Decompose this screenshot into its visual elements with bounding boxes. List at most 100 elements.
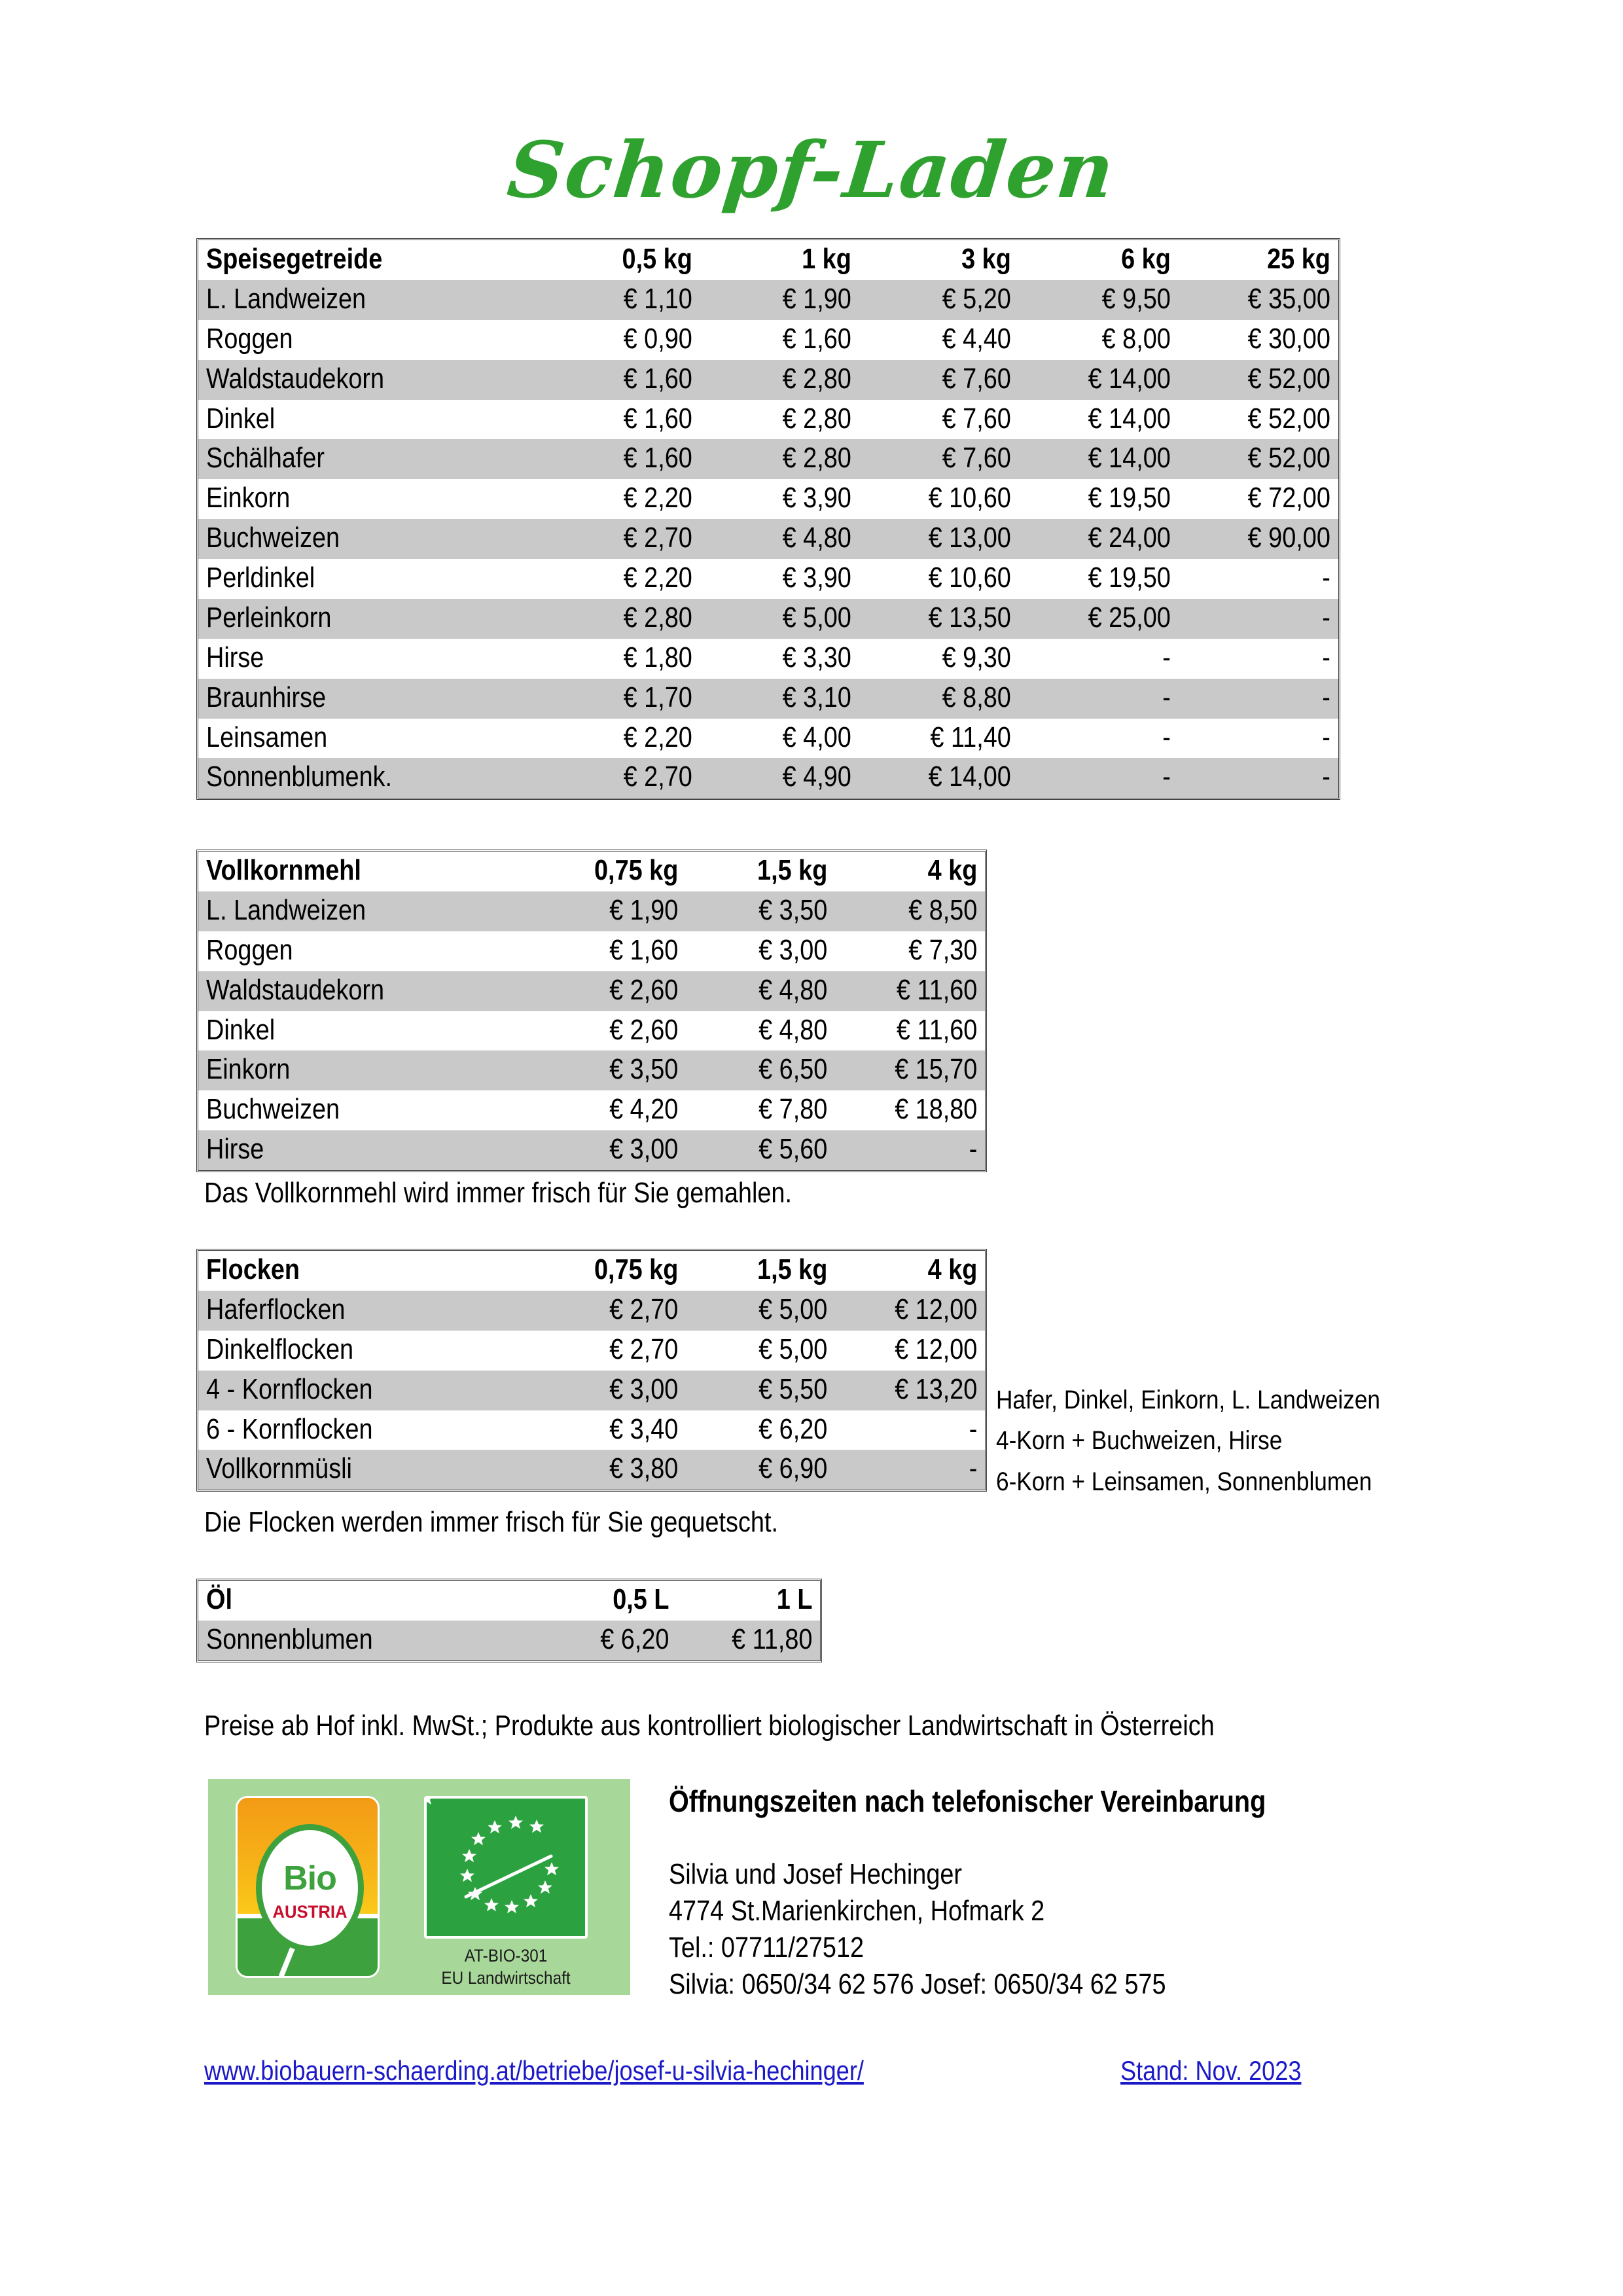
product-name: Perldinkel [206, 562, 315, 594]
price-cell: - [1322, 761, 1330, 793]
price-cell: € 2,70 [609, 1333, 679, 1365]
table-row: Waldstaudekorn € 2,60 € 4,80 € 11,60 [198, 971, 985, 1011]
price-cell: - [1162, 641, 1171, 673]
price-cell: € 4,20 [609, 1093, 679, 1126]
price-cell: € 24,00 [1088, 522, 1171, 554]
price-cell: € 1,90 [783, 282, 852, 315]
column-header: 0,75 kg [594, 1253, 679, 1285]
price-cell: € 6,50 [758, 1053, 828, 1086]
price-cell: € 3,90 [783, 482, 852, 514]
website-link[interactable]: www.biobauern-schaerding.at/betriebe/jos… [204, 2055, 864, 2086]
column-header: Speisegetreide [206, 243, 383, 275]
price-cell: € 5,00 [783, 601, 852, 634]
price-cell: - [1322, 681, 1330, 713]
price-cell: € 2,80 [783, 442, 852, 475]
price-cell: € 13,00 [928, 522, 1012, 554]
price-cell: € 2,70 [623, 761, 692, 793]
price-cell: € 1,60 [783, 322, 852, 355]
table-row: Haferflocken € 2,70 € 5,00 € 12,00 [198, 1290, 985, 1331]
price-cell: - [1162, 761, 1171, 793]
table-speisegetreide: Speisegetreide 0,5 kg 1 kg 3 kg 6 kg 25 … [196, 238, 1340, 800]
price-cell: € 2,60 [609, 973, 679, 1006]
product-name: Sonnenblumenk. [206, 761, 393, 793]
flocken-note: Die Flocken werden immer frisch für Sie … [204, 1506, 778, 1538]
product-name: 4 - Kornflocken [206, 1372, 373, 1405]
price-cell: € 5,00 [758, 1293, 828, 1325]
product-name: Hirse [206, 1133, 264, 1166]
table-row: Einkorn € 3,50 € 6,50 € 15,70 [198, 1050, 985, 1091]
price-cell: € 30,00 [1247, 322, 1330, 355]
opening-hours-heading: Öffnungszeiten nach telefonischer Verein… [669, 1784, 1266, 1818]
price-cell: € 11,60 [896, 973, 977, 1006]
product-name: Dinkel [206, 1013, 276, 1046]
price-cell: € 8,50 [908, 893, 977, 926]
stand-date-link[interactable]: Stand: Nov. 2023 [1120, 2055, 1302, 2086]
column-header: 1,5 kg [757, 854, 828, 886]
table-row: Roggen € 0,90 € 1,60 € 4,40 € 8,00 € 30,… [198, 319, 1338, 360]
price-cell: € 6,20 [600, 1623, 669, 1655]
column-header: Flocken [206, 1253, 300, 1285]
table-row: Hirse € 1,80 € 3,30 € 9,30 - - [198, 638, 1338, 679]
price-cell: € 2,70 [623, 522, 692, 554]
table-vollkornmehl: Vollkornmehl 0,75 kg 1,5 kg 4 kg L. Land… [196, 850, 987, 1172]
product-name: Roggen [206, 933, 293, 966]
price-cell: € 9,50 [1101, 282, 1171, 315]
price-cell: € 3,40 [609, 1412, 679, 1445]
table-row: Vollkornmüsli € 3,80 € 6,90 - [198, 1450, 985, 1490]
table-row: Buchweizen € 2,70 € 4,80 € 13,00 € 24,00… [198, 519, 1338, 559]
price-cell: € 5,20 [942, 282, 1012, 315]
price-cell: € 4,00 [783, 721, 852, 753]
table-row: 4 - Kornflocken € 3,00 € 5,50 € 13,20 [198, 1370, 985, 1410]
price-cell: € 4,90 [783, 761, 852, 793]
price-cell: € 3,50 [758, 893, 828, 926]
table-row: Sonnenblumenk. € 2,70 € 4,90 € 14,00 - - [198, 758, 1338, 798]
price-cell: € 8,00 [1101, 322, 1171, 355]
product-name: Haferflocken [206, 1293, 346, 1325]
product-name: Dinkelflocken [206, 1333, 354, 1365]
product-name: L. Landweizen [206, 893, 366, 926]
table-row: L. Landweizen € 1,90 € 3,50 € 8,50 [198, 891, 985, 931]
table-row: 6 - Kornflocken € 3,40 € 6,20 - [198, 1410, 985, 1450]
page-title: Schopf-Laden [503, 124, 1120, 215]
product-name: Einkorn [206, 1053, 291, 1086]
price-cell: € 1,60 [609, 933, 679, 966]
price-cell: - [969, 1452, 977, 1485]
price-cell: € 1,60 [623, 402, 692, 435]
price-cell: - [969, 1133, 977, 1166]
column-header: 25 kg [1267, 243, 1330, 275]
product-name: Einkorn [206, 482, 291, 514]
price-cell: € 90,00 [1247, 522, 1330, 554]
price-cell: € 5,50 [758, 1372, 828, 1405]
eu-code-text: AT-BIO-301 [464, 1946, 548, 1965]
price-cell: € 7,60 [942, 402, 1012, 435]
price-cell: - [1162, 721, 1171, 753]
price-cell: € 4,40 [942, 322, 1012, 355]
table-row: L. Landweizen € 1,10 € 1,90 € 5,20 € 9,5… [198, 279, 1338, 320]
price-cell: € 25,00 [1088, 601, 1171, 634]
price-cell: € 11,80 [731, 1623, 812, 1655]
price-cell: € 0,90 [623, 322, 692, 355]
flocken-sidenote-4korn: Hafer, Dinkel, Einkorn, L. Landweizen [996, 1386, 1380, 1414]
price-cell: € 10,60 [928, 562, 1012, 594]
price-cell: € 1,70 [623, 681, 692, 713]
flocken-sidenote-6korn: 4-Korn + Buchweizen, Hirse [996, 1426, 1283, 1455]
table-row: Schälhafer € 1,60 € 2,80 € 7,60 € 14,00 … [198, 439, 1338, 480]
price-cell: € 14,00 [928, 761, 1012, 793]
price-cell: € 18,80 [894, 1093, 977, 1126]
table-row: Roggen € 1,60 € 3,00 € 7,30 [198, 931, 985, 971]
column-header: 3 kg [961, 243, 1012, 275]
table-header-row: Speisegetreide 0,5 kg 1 kg 3 kg 6 kg 25 … [198, 240, 1338, 280]
price-cell: € 2,80 [783, 362, 852, 395]
price-cell: € 2,80 [623, 601, 692, 634]
price-cell: € 6,20 [758, 1412, 828, 1445]
price-cell: € 11,40 [930, 721, 1012, 753]
price-cell: - [1322, 601, 1330, 634]
price-cell: € 14,00 [1088, 442, 1171, 475]
column-header: 0,5 L [613, 1583, 669, 1615]
product-name: Buchweizen [206, 522, 340, 554]
column-header: 4 kg [927, 854, 977, 886]
price-cell: € 2,20 [623, 562, 692, 594]
price-cell: € 7,60 [942, 442, 1012, 475]
price-cell: € 1,60 [623, 362, 692, 395]
